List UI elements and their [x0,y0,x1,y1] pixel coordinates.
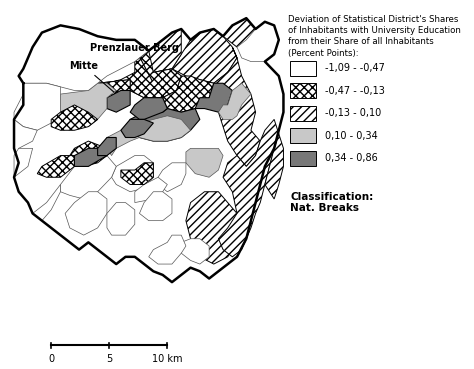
Polygon shape [61,83,116,127]
Polygon shape [135,177,167,203]
Polygon shape [70,141,107,166]
Polygon shape [139,192,172,221]
Polygon shape [186,148,223,177]
Text: -1,09 - -0,47: -1,09 - -0,47 [325,63,385,73]
Polygon shape [214,47,260,166]
Polygon shape [121,163,154,184]
Polygon shape [98,138,116,156]
Bar [291,83,316,99]
Polygon shape [65,192,107,235]
Polygon shape [135,29,181,72]
Bar [291,106,316,121]
Polygon shape [130,108,200,141]
Polygon shape [265,134,283,199]
Polygon shape [219,120,279,257]
Polygon shape [51,105,98,130]
Text: 5: 5 [106,355,112,365]
Text: -0,47 - -0,13: -0,47 - -0,13 [325,86,385,96]
Polygon shape [130,116,191,141]
Polygon shape [14,83,61,130]
Polygon shape [18,25,149,90]
Polygon shape [14,120,37,156]
Polygon shape [149,235,186,264]
Polygon shape [111,156,154,192]
Polygon shape [14,148,33,177]
Text: 10 km: 10 km [152,355,182,365]
Bar [291,151,316,166]
Polygon shape [163,76,214,112]
Polygon shape [172,29,237,83]
Polygon shape [107,90,130,112]
Polygon shape [37,156,74,177]
Text: Mitte: Mitte [69,61,114,92]
Polygon shape [186,192,242,264]
Polygon shape [107,130,139,156]
Bar [291,61,316,76]
Polygon shape [61,156,116,199]
Polygon shape [98,80,130,105]
Polygon shape [74,148,107,166]
Polygon shape [98,51,181,98]
Polygon shape [130,69,181,98]
Polygon shape [121,120,154,138]
Text: -0,13 - 0,10: -0,13 - 0,10 [325,108,382,118]
Polygon shape [158,163,186,192]
Text: 0: 0 [48,355,54,365]
Polygon shape [107,203,135,235]
Text: Deviation of Statistical District's Shares
of Inhabitants with University Educat: Deviation of Statistical District's Shar… [288,14,461,58]
Polygon shape [219,83,251,120]
Text: Prenzlauer Berg: Prenzlauer Berg [91,43,179,81]
Polygon shape [223,18,255,47]
Polygon shape [237,22,279,62]
Polygon shape [130,98,167,120]
Polygon shape [181,239,209,264]
Text: Classification:
Nat. Breaks: Classification: Nat. Breaks [291,192,374,213]
Polygon shape [195,83,232,112]
Text: 0,10 - 0,34: 0,10 - 0,34 [325,131,378,141]
Bar [291,128,316,143]
Text: 0,34 - 0,86: 0,34 - 0,86 [325,153,378,163]
Polygon shape [33,184,61,221]
